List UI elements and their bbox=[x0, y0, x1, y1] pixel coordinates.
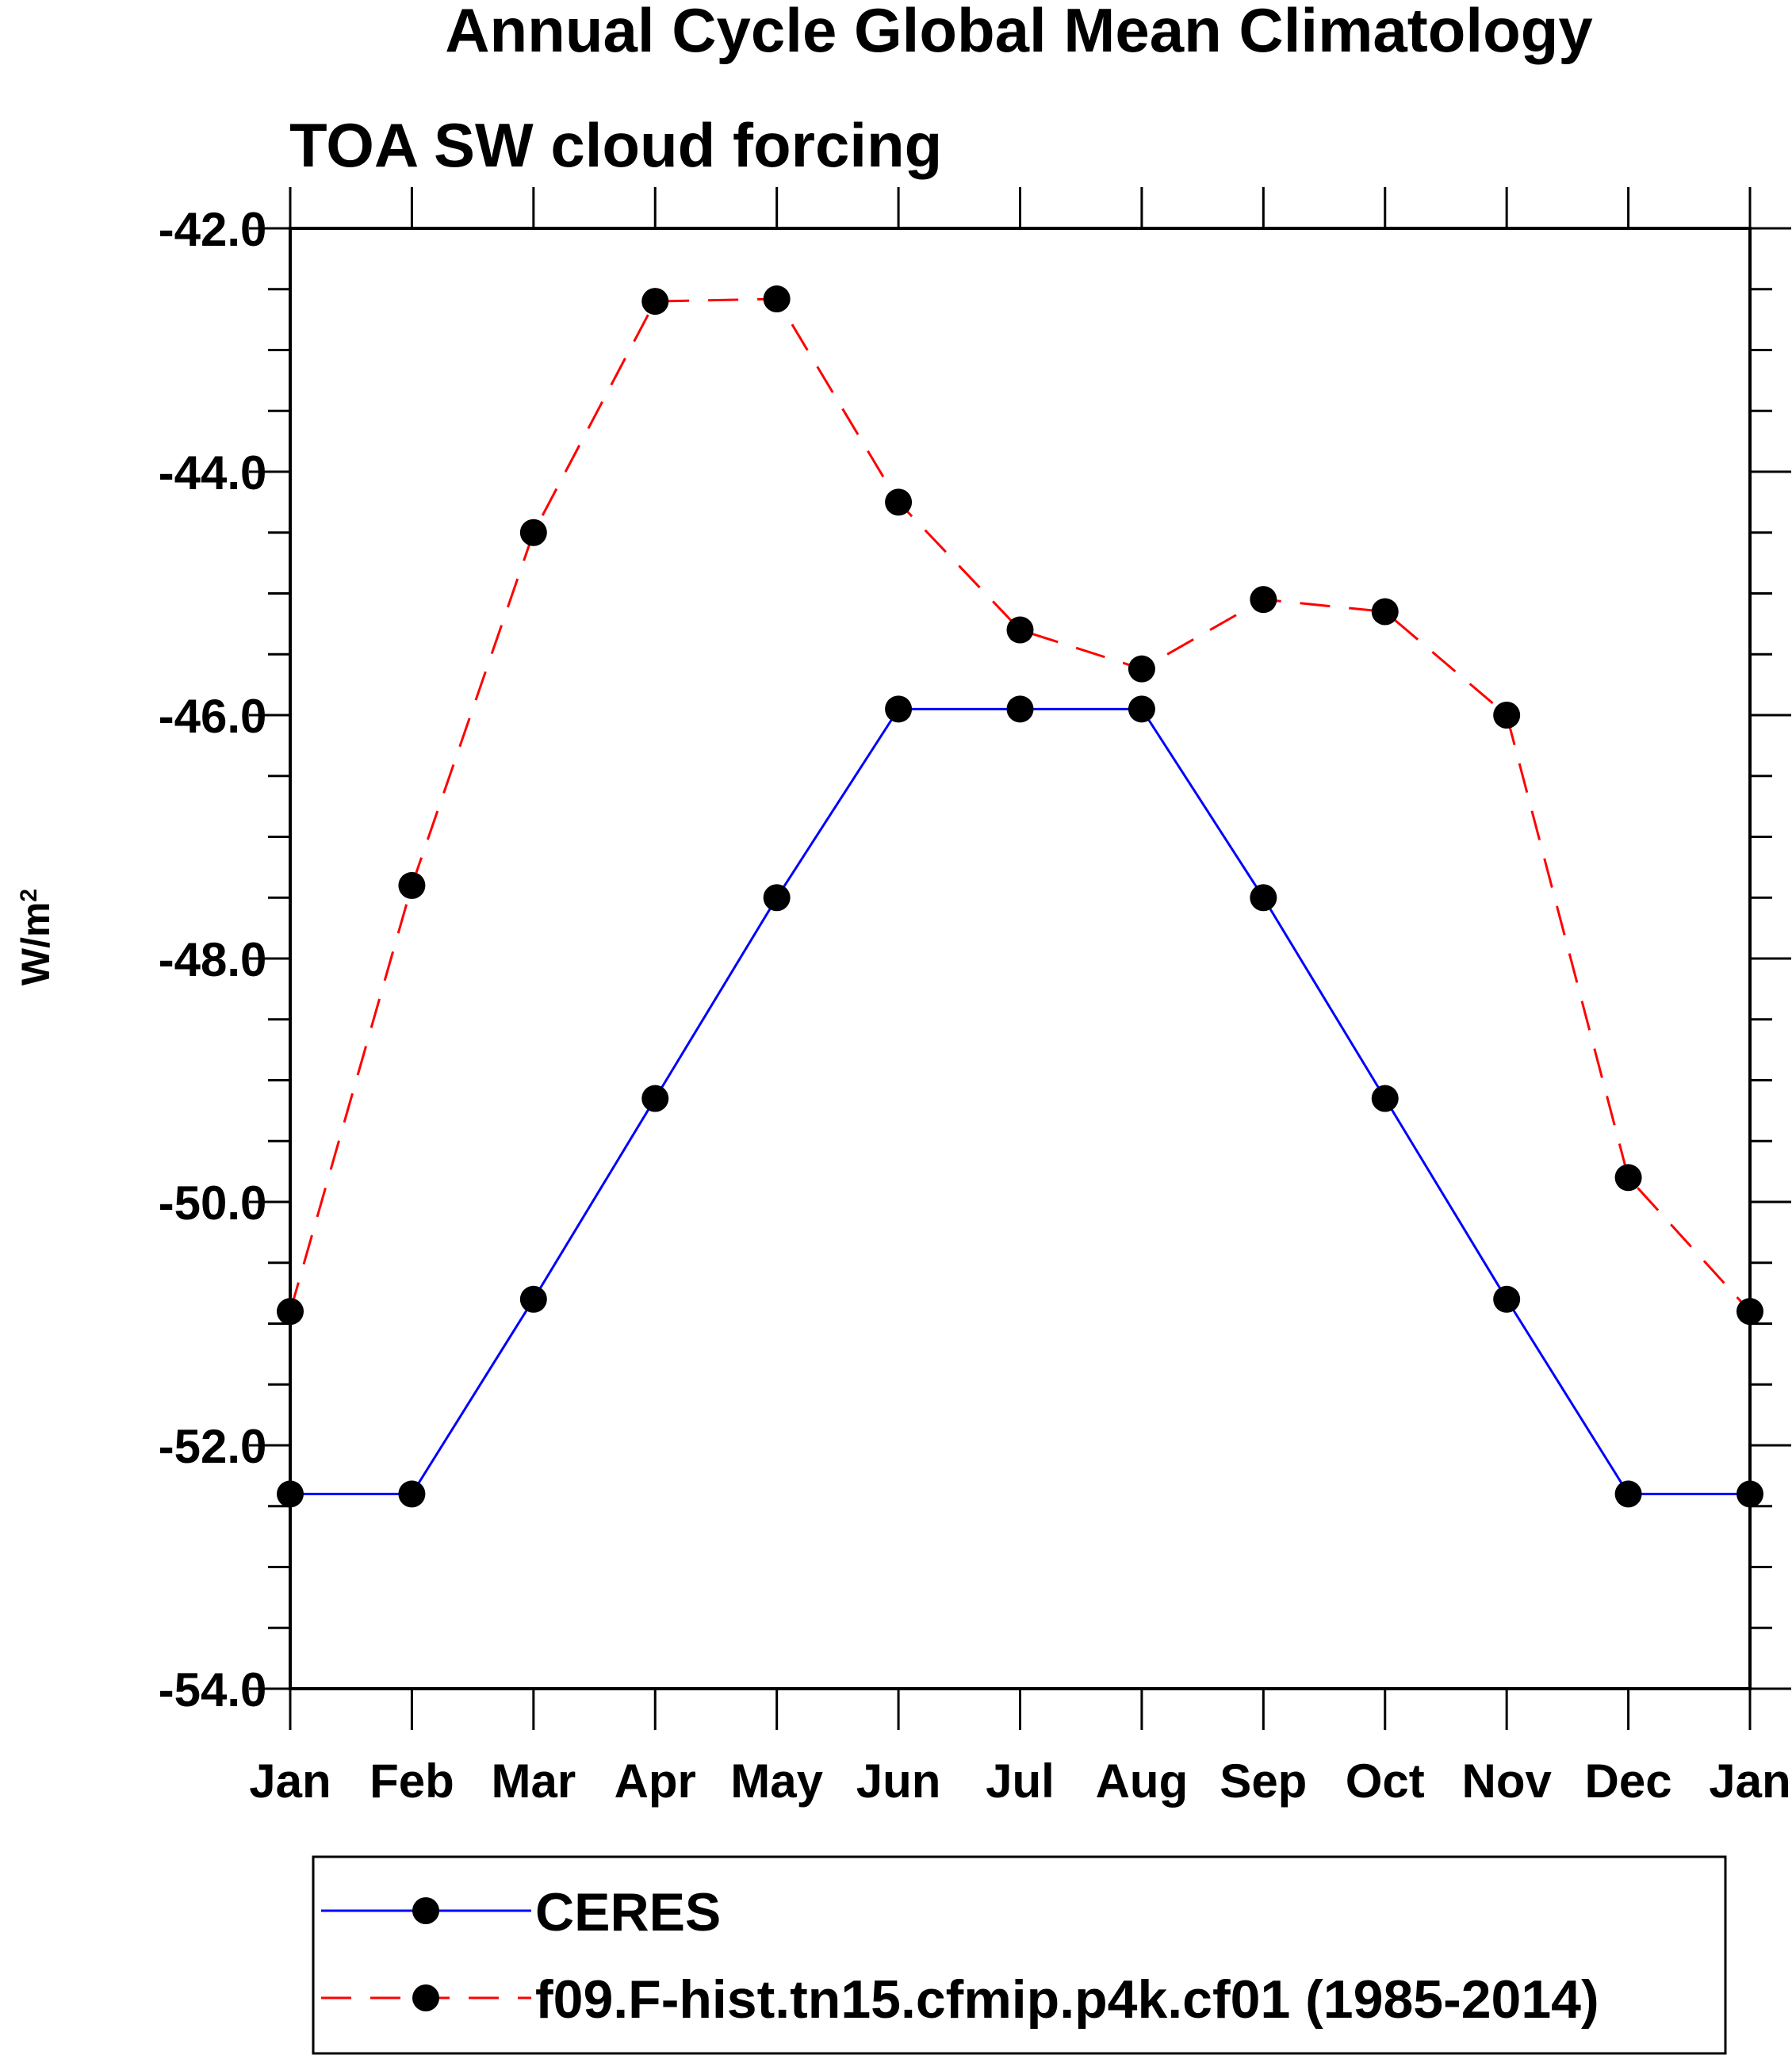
series-0-point bbox=[1006, 695, 1034, 723]
x-tick-label: May bbox=[730, 1755, 823, 1808]
series-0-point bbox=[1371, 1085, 1399, 1112]
series-line-1 bbox=[289, 297, 1752, 1313]
legend-label-ceres: CERES bbox=[535, 1882, 721, 1942]
legend-frame bbox=[312, 1855, 1727, 2055]
x-tick-label: Aug bbox=[1096, 1755, 1189, 1808]
y-tick-labels: -54.0 -52.0 -50.0 -48.0 -46.0 -44.0 -42.0 bbox=[159, 203, 267, 1716]
x-tick-label: Sep bbox=[1220, 1755, 1307, 1808]
series-0-point bbox=[763, 884, 791, 912]
series-lines bbox=[289, 297, 1752, 1495]
x-tick-label: Nov bbox=[1461, 1755, 1552, 1808]
legend-marker-model bbox=[412, 1984, 439, 2011]
series-0-point bbox=[398, 1480, 426, 1508]
y-tick-label: -48.0 bbox=[159, 933, 267, 986]
y-axis-label: W/m2 bbox=[13, 889, 58, 985]
series-1-point bbox=[763, 285, 791, 313]
series-0-point bbox=[519, 1285, 547, 1313]
series-0-point bbox=[1493, 1285, 1521, 1313]
series-1-point bbox=[398, 871, 426, 899]
series-0-point bbox=[1128, 695, 1155, 723]
series-1-point bbox=[1371, 598, 1399, 626]
y-tick-label: -44.0 bbox=[159, 446, 267, 499]
series-line-0 bbox=[290, 707, 1750, 1495]
series-0-point bbox=[1614, 1480, 1642, 1508]
x-tick-labels: Jan Feb Mar Apr May Jun Jul Aug Sep Oct Nov Dec Jan bbox=[249, 1755, 1790, 1808]
series-1-point bbox=[1250, 586, 1277, 614]
x-tick-label: Jun bbox=[856, 1755, 941, 1808]
y-tick-label: -54.0 bbox=[159, 1663, 267, 1716]
series-markers bbox=[277, 285, 1763, 1508]
x-tick-label: Feb bbox=[370, 1755, 454, 1808]
series-1-point bbox=[1006, 616, 1034, 644]
y-tick-label: -50.0 bbox=[159, 1177, 267, 1230]
x-tick-label: Dec bbox=[1585, 1755, 1672, 1808]
y-tick-label: -52.0 bbox=[159, 1420, 267, 1473]
legend-marker-ceres bbox=[412, 1897, 439, 1924]
series-0-point bbox=[885, 695, 913, 723]
y-tick-label: -46.0 bbox=[159, 690, 267, 743]
x-tick-label: Jul bbox=[986, 1755, 1055, 1808]
series-1-point bbox=[1614, 1164, 1642, 1192]
x-tick-label: Jan bbox=[1709, 1755, 1790, 1808]
series-1-point bbox=[641, 288, 669, 316]
series-0-point bbox=[641, 1085, 669, 1112]
x-tick-label: Oct bbox=[1346, 1755, 1425, 1808]
x-tick-label: Mar bbox=[491, 1755, 576, 1808]
legend: CERES f09.F-hist.tn15.cfmip.p4k.cf01 (19… bbox=[312, 1855, 1727, 2055]
series-1-point bbox=[1493, 702, 1521, 729]
series-1-point bbox=[519, 519, 547, 546]
x-tick-label: Apr bbox=[615, 1755, 696, 1808]
chart-title: Annual Cycle Global Mean Climatology bbox=[445, 0, 1593, 65]
plot-frame bbox=[289, 227, 1752, 1690]
series-1-point bbox=[1128, 655, 1155, 683]
x-tick-label: Jan bbox=[249, 1755, 331, 1808]
series-0-point bbox=[1250, 884, 1277, 912]
legend-label-model: f09.F-hist.tn15.cfmip.p4k.cf01 (1985-201… bbox=[535, 1969, 1599, 2030]
axis-ticks bbox=[249, 187, 1791, 1730]
chart-subtitle: TOA SW cloud forcing bbox=[289, 110, 942, 180]
series-1-point bbox=[885, 488, 913, 516]
y-tick-label: -42.0 bbox=[159, 203, 267, 256]
